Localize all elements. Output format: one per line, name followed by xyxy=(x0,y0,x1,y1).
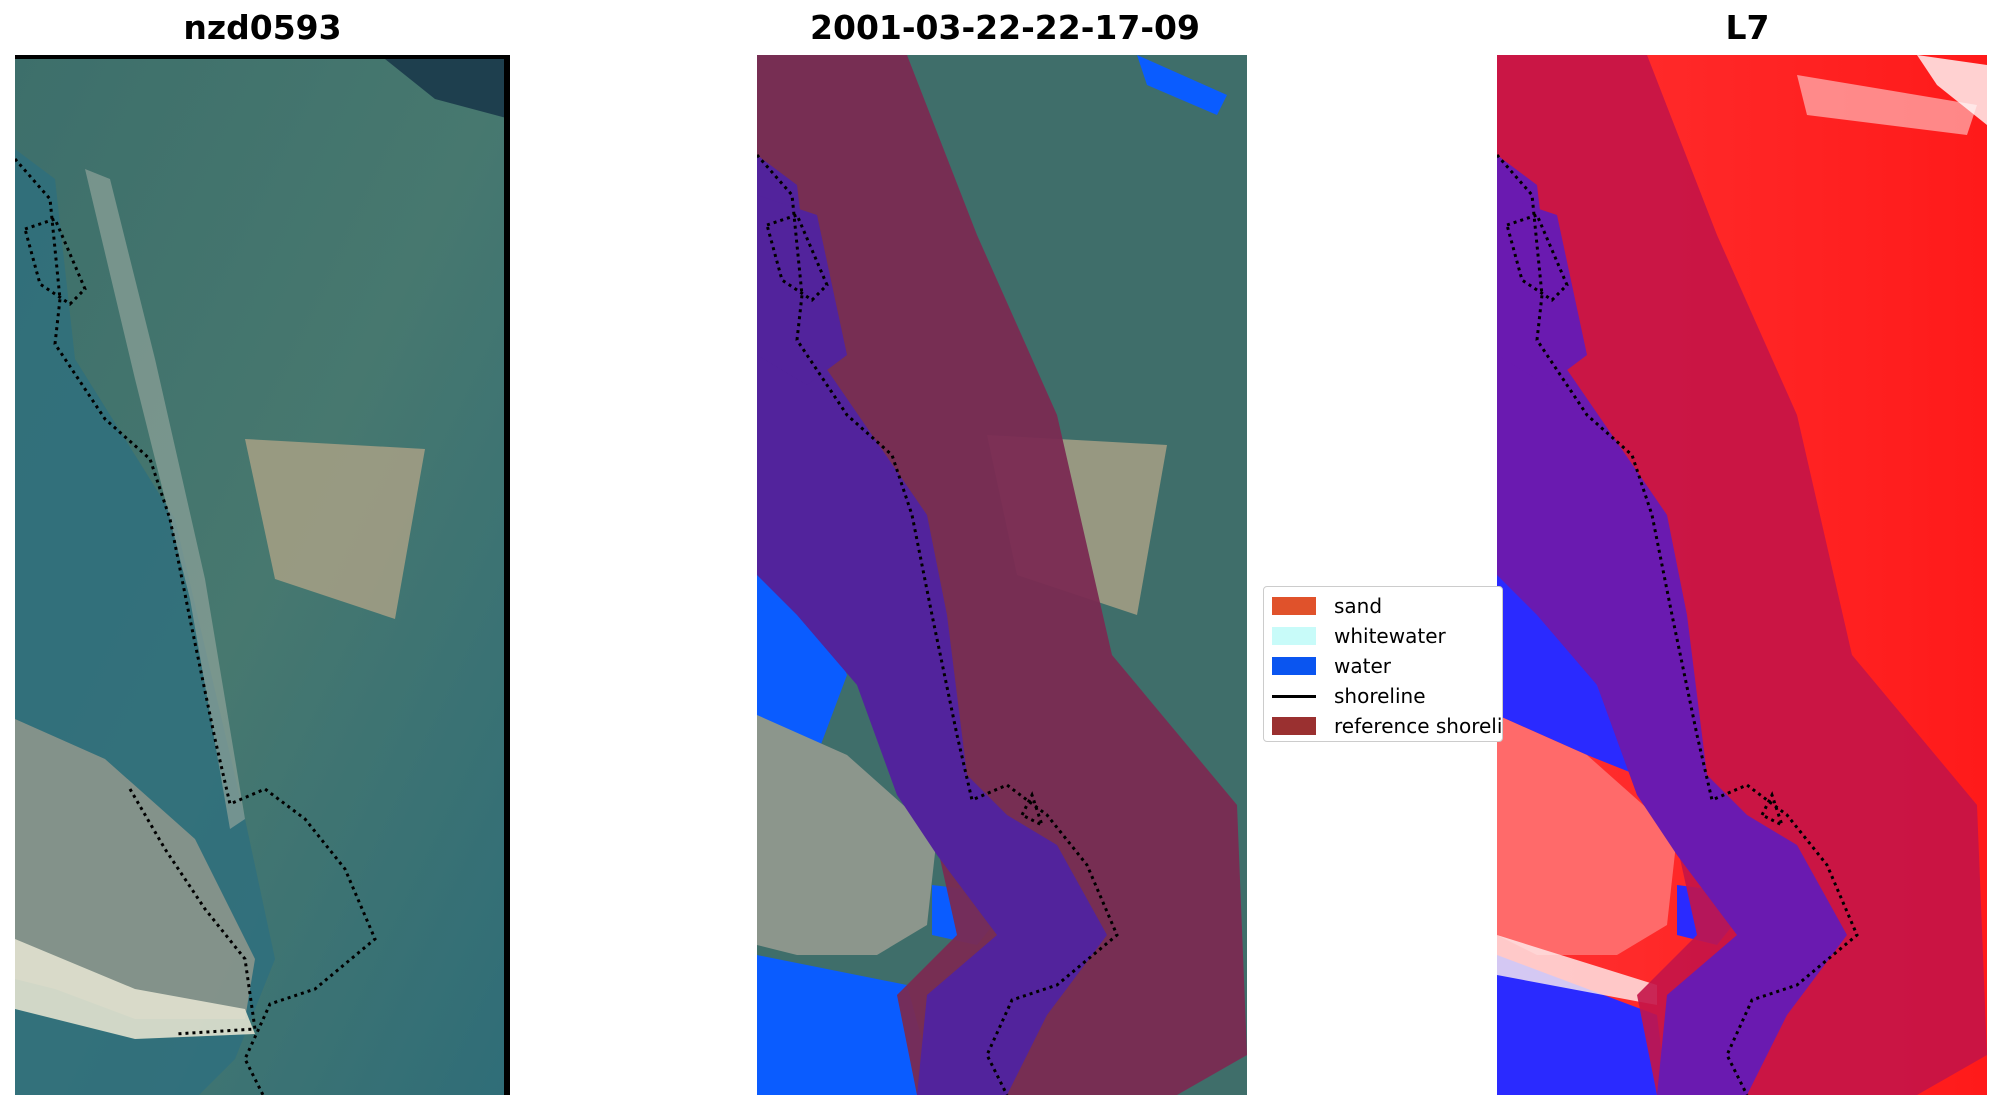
rgb-image-panel xyxy=(15,55,510,1095)
panel-title-date: 2001-03-22-22-17-09 xyxy=(810,8,1200,47)
sand-swatch xyxy=(1272,597,1316,615)
legend-label: sand xyxy=(1334,594,1383,618)
water-swatch xyxy=(1272,657,1316,675)
legend-label: water xyxy=(1334,654,1391,678)
legend: sand whitewater water shoreline referenc… xyxy=(1263,586,1503,742)
panel-title-rgb: nzd0593 xyxy=(183,8,342,47)
whitewater-swatch xyxy=(1272,627,1316,645)
shoreline-swatch xyxy=(1272,694,1316,698)
panel-title-sensor: L7 xyxy=(1725,8,1770,47)
legend-item-shoreline: shoreline xyxy=(1272,681,1494,711)
reference-buffer-swatch xyxy=(1272,717,1316,735)
legend-item-water: water xyxy=(1272,651,1494,681)
legend-label: reference shoreline buffer xyxy=(1334,714,1503,738)
classification-panel xyxy=(757,55,1252,1095)
legend-item-reference-shoreline: reference shoreline buffer xyxy=(1272,711,1502,741)
legend-item-sand: sand xyxy=(1272,591,1494,621)
legend-label: whitewater xyxy=(1334,624,1446,648)
legend-item-whitewater: whitewater xyxy=(1272,621,1494,651)
index-image-panel xyxy=(1497,55,1992,1095)
legend-label: shoreline xyxy=(1334,684,1426,708)
